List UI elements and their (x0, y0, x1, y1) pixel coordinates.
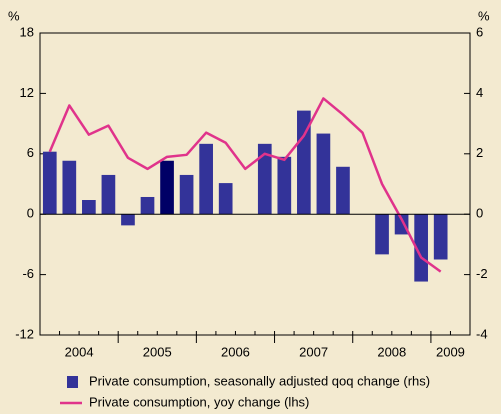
x-tick-label: 2004 (65, 344, 94, 359)
bar (414, 214, 428, 282)
x-tick-label: 2006 (221, 344, 250, 359)
legend-swatch (67, 376, 78, 388)
bar (375, 214, 389, 255)
y-tick-label: 6 (27, 145, 34, 160)
bar (433, 214, 448, 260)
x-tick-label: 2008 (377, 344, 406, 359)
x-tick-label: 2005 (143, 344, 172, 359)
line (48, 97, 442, 273)
y2-tick-label: 0 (476, 206, 483, 221)
bar (62, 160, 77, 215)
bar (394, 214, 409, 235)
y-tick-label: -6 (22, 266, 34, 281)
y2-tick-label: 2 (476, 145, 483, 160)
bar (199, 143, 213, 215)
legend-label: Private consumption, yoy change (lhs) (89, 394, 309, 409)
y-tick-label: 18 (20, 24, 34, 39)
bar (218, 183, 233, 215)
y2-tick-label: 6 (476, 24, 483, 39)
bar (42, 151, 57, 215)
legend-label: Private consumption, seasonally adjusted… (89, 373, 430, 388)
bar (82, 200, 96, 215)
y-tick-label: 0 (27, 206, 34, 221)
y-tick-label: 12 (20, 85, 34, 100)
bar (316, 133, 331, 215)
y2-tick-label: -4 (476, 326, 488, 341)
y2-tick-label: -2 (476, 266, 488, 281)
bar (277, 156, 292, 215)
x-tick-label: 2007 (299, 344, 328, 359)
x-tick-label: 2009 (436, 344, 465, 359)
bar (160, 160, 174, 215)
y-tick-label: -12 (15, 326, 34, 341)
bar (140, 196, 155, 215)
bar (121, 214, 135, 226)
bar (257, 143, 272, 215)
bar (297, 110, 311, 215)
y-axis-label: % (8, 8, 20, 23)
y2-tick-label: 4 (476, 85, 483, 100)
bar (179, 174, 194, 215)
y2-axis-label: % (478, 8, 490, 23)
bar (336, 166, 350, 215)
bar (101, 174, 116, 215)
